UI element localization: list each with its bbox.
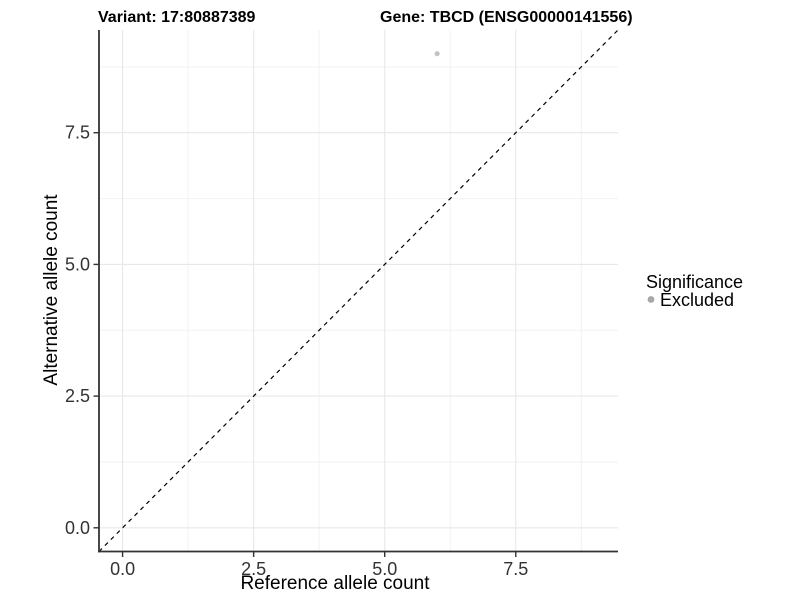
plot-title-variant: Variant: 17:80887389: [98, 9, 256, 26]
x-tick-label: 2.5: [241, 559, 266, 579]
identity-line-layer: [98, 29, 619, 552]
gridlines-minor: [99, 30, 618, 552]
y-axis-title: Alternative allele count: [41, 194, 62, 386]
x-tick-label: 7.5: [503, 559, 528, 579]
tick-marks-layer: [93, 132, 517, 557]
axes-layer: [98, 30, 618, 553]
plot-title-gene: Gene: TBCD (ENSG00000141556): [380, 9, 633, 26]
x-tick-label: 5.0: [372, 559, 397, 579]
data-point: [434, 51, 440, 57]
x-tick-label: 0.0: [110, 559, 135, 579]
legend: Significance Excluded: [646, 272, 743, 310]
x-axis-title: Reference allele count: [240, 573, 430, 594]
gridlines-major: [99, 30, 618, 552]
y-tick-label: 2.5: [65, 386, 90, 406]
y-tick-label: 0.0: [65, 518, 90, 538]
legend-title: Significance: [646, 272, 743, 292]
tick-labels-layer: 0.0 2.5 5.0 7.5 0.0 2.5 5.0 7.5: [65, 123, 528, 579]
legend-key-dot-icon: [647, 296, 655, 303]
data-points-layer: [434, 51, 440, 57]
identity-line: [98, 29, 619, 552]
y-tick-label: 5.0: [65, 254, 90, 274]
y-tick-label: 7.5: [65, 123, 90, 143]
legend-item-excluded: Excluded: [660, 290, 734, 310]
